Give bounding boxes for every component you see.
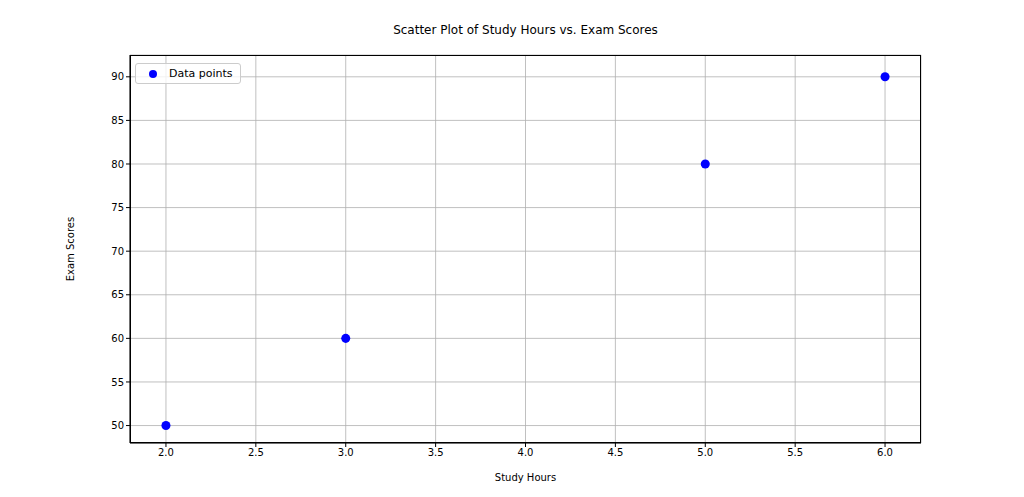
svg-text:85: 85 (111, 115, 124, 126)
html-text:Data points: Data points (169, 67, 233, 80)
svg-text:Exam Scores: Exam Scores (65, 217, 76, 282)
svg-text:75: 75 (111, 202, 124, 213)
svg-text:2.0: 2.0 (158, 447, 174, 458)
svg-text:6.0: 6.0 (877, 447, 893, 458)
svg-text:70: 70 (111, 246, 124, 257)
svg-text:80: 80 (111, 159, 124, 170)
svg-text:60: 60 (111, 333, 124, 344)
svg-text:3.0: 3.0 (338, 447, 354, 458)
svg-text:90: 90 (111, 71, 124, 82)
html-text:Scatter Plot of Study Hours vs: Scatter Plot of Study Hours vs. Exam Sco… (393, 23, 658, 37)
svg-text:5.5: 5.5 (787, 447, 803, 458)
svg-text:4.5: 4.5 (607, 447, 623, 458)
svg-text:Study Hours: Study Hours (495, 472, 556, 483)
svg-text:3.5: 3.5 (428, 447, 444, 458)
svg-text:50: 50 (111, 420, 124, 431)
svg-text:5.0: 5.0 (697, 447, 713, 458)
svg-text:4.0: 4.0 (518, 447, 534, 458)
svg-text:2.5: 2.5 (248, 447, 264, 458)
svg-text:65: 65 (111, 289, 124, 300)
svg-text:55: 55 (111, 377, 124, 388)
